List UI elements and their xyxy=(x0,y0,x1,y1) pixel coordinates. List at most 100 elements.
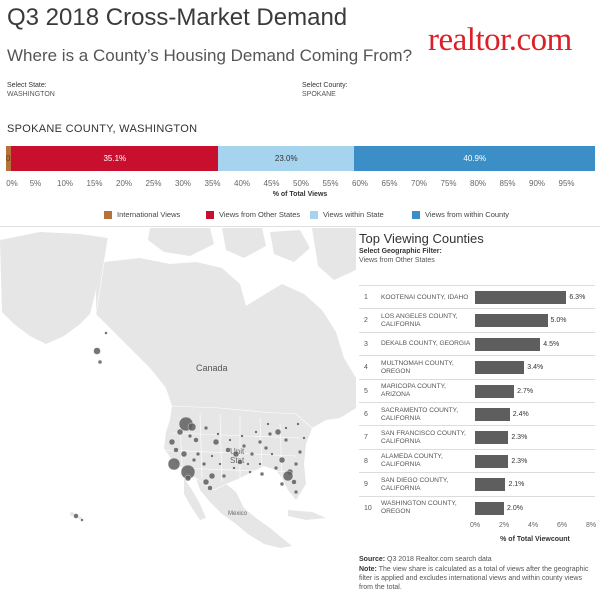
county-row[interactable]: 9 SAN DIEGO COUNTY, CALIFORNIA 2.1% xyxy=(359,472,595,496)
demand-bubble[interactable] xyxy=(259,471,265,477)
demand-bubble[interactable] xyxy=(270,452,274,456)
demand-bubble[interactable] xyxy=(282,470,294,482)
view-share-stacked-bar: 0.9%35.1%23.0%40.9% xyxy=(6,146,596,171)
county-row[interactable]: 4 MULTNOMAH COUNTY, OREGON 3.4% xyxy=(359,355,595,379)
demand-bubble[interactable] xyxy=(184,474,192,482)
demand-bubble[interactable] xyxy=(254,430,258,434)
demand-bubble[interactable] xyxy=(267,431,273,437)
demand-bubble[interactable] xyxy=(201,461,207,467)
demand-bubble[interactable] xyxy=(180,450,188,458)
demand-bubble[interactable] xyxy=(216,432,220,436)
demand-bubble[interactable] xyxy=(258,462,262,466)
demand-bubble[interactable] xyxy=(168,438,176,446)
demand-bubble[interactable] xyxy=(283,437,289,443)
county-row[interactable]: 10 WASHINGTON COUNTY, OREGON 2.0% xyxy=(359,495,595,520)
demand-bubble[interactable] xyxy=(248,470,252,474)
page-subtitle: Where is a County’s Housing Demand Comin… xyxy=(7,46,413,65)
county-row[interactable]: 5 MARICOPA COUNTY, ARIZONA 2.7% xyxy=(359,378,595,403)
demand-bubble[interactable] xyxy=(176,428,184,436)
demand-bubble[interactable] xyxy=(284,426,288,430)
demand-bubble[interactable] xyxy=(218,462,222,466)
legend-item[interactable]: International Views xyxy=(104,210,180,219)
geo-filter-dropdown[interactable]: Views from Other States xyxy=(359,257,435,264)
source-note: Source: Q3 2018 Realtor.com search data xyxy=(359,556,492,563)
demand-bubble[interactable] xyxy=(73,513,79,519)
share-segment-views-from-within-county[interactable]: 40.9% xyxy=(354,146,596,171)
demand-bubble[interactable] xyxy=(266,422,270,426)
share-axis-tick: 60% xyxy=(351,179,369,188)
demand-map[interactable]: Canada UnitStat Mexico xyxy=(0,228,356,548)
county-rank: 4 xyxy=(364,364,368,372)
county-bar[interactable] xyxy=(475,337,541,351)
share-segment-views-within-state[interactable]: 23.0% xyxy=(218,146,355,171)
demand-bubble[interactable] xyxy=(191,457,197,463)
demand-bubble[interactable] xyxy=(167,457,181,471)
demand-bubble[interactable] xyxy=(210,454,214,458)
county-row[interactable]: 2 LOS ANGELES COUNTY, CALIFORNIA 5.0% xyxy=(359,308,595,332)
share-axis-tick: 80% xyxy=(469,179,487,188)
legend-label: Views within State xyxy=(323,210,384,219)
demand-bubble[interactable] xyxy=(237,459,243,465)
county-bar[interactable] xyxy=(475,454,509,468)
demand-bubble[interactable] xyxy=(249,451,255,457)
demand-bubble[interactable] xyxy=(293,489,299,495)
demand-bubble[interactable] xyxy=(187,422,197,432)
county-row[interactable]: 3 DEKALB COUNTY, GEORGIA 4.5% xyxy=(359,331,595,356)
county-bar[interactable] xyxy=(475,361,525,375)
demand-bubble[interactable] xyxy=(97,359,103,365)
demand-bubble[interactable] xyxy=(273,465,279,471)
demand-bubble[interactable] xyxy=(246,462,250,466)
demand-bubble[interactable] xyxy=(241,443,247,449)
share-legend: International Views Views from Other Stat… xyxy=(0,210,600,222)
realtor-logo: realtor.com xyxy=(428,22,572,58)
demand-bubble[interactable] xyxy=(173,447,179,453)
demand-bubble[interactable] xyxy=(202,478,210,486)
demand-bubble[interactable] xyxy=(232,466,236,470)
demand-bubble[interactable] xyxy=(297,449,303,455)
county-bar[interactable] xyxy=(475,431,509,445)
demand-bubble[interactable] xyxy=(278,456,286,464)
demand-bubble[interactable] xyxy=(232,450,240,458)
county-bar[interactable] xyxy=(475,291,567,304)
county-row[interactable]: 7 SAN FRANCISCO COUNTY, CALIFORNIA 2.3% xyxy=(359,425,595,449)
demand-bubble[interactable] xyxy=(203,425,209,431)
legend-item[interactable]: Views within State xyxy=(310,210,384,219)
county-row[interactable]: 8 ALAMEDA COUNTY, CALIFORNIA 2.3% xyxy=(359,448,595,473)
demand-bubble[interactable] xyxy=(257,439,263,445)
demand-bubble[interactable] xyxy=(195,451,201,457)
state-filter-dropdown[interactable]: WASHINGTON xyxy=(7,91,55,98)
demand-bubble[interactable] xyxy=(293,461,299,467)
demand-bubble[interactable] xyxy=(263,445,269,451)
county-row[interactable]: 6 SACRAMENTO COUNTY, CALIFORNIA 2.4% xyxy=(359,402,595,426)
legend-item[interactable]: Views from Other States xyxy=(206,210,300,219)
demand-bubble[interactable] xyxy=(207,485,213,491)
demand-bubble[interactable] xyxy=(104,331,108,335)
demand-bubble[interactable] xyxy=(212,438,220,446)
demand-bubble[interactable] xyxy=(228,438,232,442)
county-bar[interactable] xyxy=(475,384,515,398)
map-label-canada: Canada xyxy=(196,363,228,373)
county-bar[interactable] xyxy=(475,408,510,421)
county-row[interactable]: 1 KOOTENAI COUNTY, IDAHO 6.3% xyxy=(359,285,595,309)
demand-bubble[interactable] xyxy=(302,436,306,440)
demand-bubble[interactable] xyxy=(221,473,227,479)
legend-item[interactable]: Views from within County xyxy=(412,210,509,219)
demand-bubble[interactable] xyxy=(187,433,193,439)
top-counties-bar-chart: 1 KOOTENAI COUNTY, IDAHO 6.3% 2 LOS ANGELES … xyxy=(359,285,595,519)
county-bar[interactable] xyxy=(475,478,506,492)
demand-bubble[interactable] xyxy=(80,518,84,522)
demand-bubble[interactable] xyxy=(240,434,244,438)
demand-bubble[interactable] xyxy=(291,479,297,485)
share-segment-views-from-other-states[interactable]: 35.1% xyxy=(11,146,219,171)
county-bar[interactable] xyxy=(475,314,548,328)
county-bar[interactable] xyxy=(475,501,504,515)
demand-bubble[interactable] xyxy=(225,447,231,453)
demand-bubble[interactable] xyxy=(193,437,199,443)
demand-bubble[interactable] xyxy=(296,422,300,426)
demand-bubble[interactable] xyxy=(208,472,216,480)
demand-bubble[interactable] xyxy=(93,347,101,355)
county-filter-dropdown[interactable]: SPOKANE xyxy=(302,91,336,98)
county-bar-value: 5.0% xyxy=(550,317,567,325)
demand-bubble[interactable] xyxy=(279,481,285,487)
demand-bubble[interactable] xyxy=(274,428,282,436)
